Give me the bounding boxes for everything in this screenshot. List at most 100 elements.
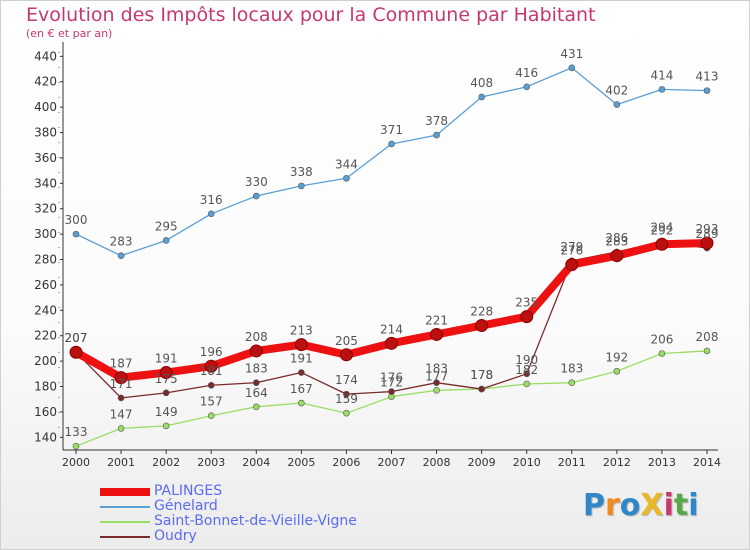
data-point — [294, 338, 308, 352]
data-point — [298, 399, 305, 407]
data-point — [520, 310, 534, 324]
legend-swatch — [100, 536, 150, 538]
data-label: 183 — [425, 362, 448, 376]
x-tick-label: 2010 — [513, 456, 541, 469]
y-tick-label: 420 — [34, 75, 57, 89]
data-label: 206 — [650, 332, 673, 346]
data-label: 402 — [605, 84, 628, 98]
y-tick-label: 140 — [34, 430, 57, 444]
data-label: 378 — [425, 114, 448, 128]
data-point — [388, 388, 395, 395]
data-label: 371 — [380, 123, 403, 137]
y-tick-label: 200 — [34, 354, 57, 368]
x-tick-label: 2002 — [152, 456, 180, 469]
data-label: 192 — [605, 350, 628, 364]
data-point — [343, 174, 350, 182]
x-tick-label: 2004 — [242, 456, 270, 469]
data-point — [523, 380, 531, 388]
data-label: 183 — [560, 362, 583, 376]
y-tick-label: 220 — [34, 329, 57, 343]
data-label: 207 — [65, 331, 88, 345]
data-point — [249, 344, 263, 358]
y-tick-label: 360 — [34, 151, 57, 165]
data-point — [478, 385, 485, 393]
data-point — [613, 101, 621, 108]
data-point — [430, 327, 444, 341]
data-label: 183 — [245, 362, 268, 376]
data-label: 149 — [155, 405, 178, 419]
data-label: 190 — [515, 353, 538, 367]
legend-label: Saint-Bonnet-de-Vieille-Vigne — [154, 513, 357, 529]
data-label: 286 — [605, 231, 628, 245]
data-point — [252, 403, 260, 411]
data-point — [523, 83, 531, 91]
data-label: 413 — [696, 70, 719, 84]
data-point — [117, 252, 125, 260]
data-point — [117, 394, 125, 402]
data-label: 175 — [155, 372, 178, 386]
data-point — [565, 258, 579, 272]
data-label: 174 — [335, 373, 358, 387]
data-label: 171 — [110, 377, 133, 391]
data-label: 338 — [290, 165, 313, 179]
data-label: 214 — [380, 322, 403, 336]
data-label: 159 — [335, 392, 358, 406]
data-point — [69, 345, 83, 359]
data-label: 178 — [470, 368, 493, 382]
data-point — [114, 371, 128, 385]
data-point — [72, 442, 80, 450]
data-label: 181 — [200, 364, 223, 378]
data-label: 191 — [290, 352, 313, 366]
data-label: 196 — [200, 345, 223, 359]
data-label: 157 — [200, 395, 223, 409]
legend-swatch — [100, 506, 150, 508]
data-point — [339, 348, 353, 362]
data-point — [207, 412, 215, 420]
data-label: 235 — [515, 296, 538, 310]
data-label: 414 — [650, 68, 673, 82]
data-point — [610, 249, 624, 263]
data-label: 279 — [560, 240, 583, 254]
legend-label: PALINGES — [154, 483, 223, 499]
data-point — [207, 210, 215, 218]
legend-swatch — [100, 521, 150, 523]
x-tick-label: 2005 — [287, 456, 315, 469]
data-point — [204, 359, 218, 373]
legend-label: Oudry — [154, 528, 197, 544]
data-label: 408 — [470, 76, 493, 90]
data-point — [72, 230, 80, 238]
x-tick-label: 2001 — [107, 456, 135, 469]
y-tick-label: 160 — [34, 405, 57, 419]
data-point — [159, 366, 173, 380]
data-point — [613, 367, 621, 375]
data-label: 228 — [470, 305, 493, 319]
data-point — [433, 379, 440, 386]
data-point — [433, 387, 440, 394]
data-label: 300 — [65, 213, 88, 227]
y-tick-label: 320 — [34, 202, 57, 216]
data-label: 133 — [65, 425, 88, 439]
data-point — [298, 182, 305, 190]
data-point — [658, 86, 666, 93]
data-label: 208 — [245, 330, 268, 344]
legend-swatch — [100, 488, 150, 496]
chart-title: Evolution des Impôts locaux pour la Comm… — [26, 4, 596, 26]
data-point — [433, 131, 440, 139]
data-label: 187 — [110, 357, 133, 371]
data-label: 164 — [245, 386, 268, 400]
proxiti-logo: ProXiti — [583, 488, 699, 523]
data-label: 213 — [290, 324, 313, 338]
data-label: 178 — [470, 368, 493, 382]
data-point — [162, 389, 170, 397]
data-point — [478, 93, 485, 101]
data-label: 172 — [380, 376, 403, 390]
data-label: 283 — [110, 235, 133, 249]
data-label: 330 — [245, 175, 268, 189]
data-point — [252, 192, 260, 200]
data-point — [703, 87, 711, 94]
y-tick-label: 400 — [34, 100, 57, 114]
data-label: 316 — [200, 193, 223, 207]
x-tick-label: 2013 — [648, 456, 676, 469]
